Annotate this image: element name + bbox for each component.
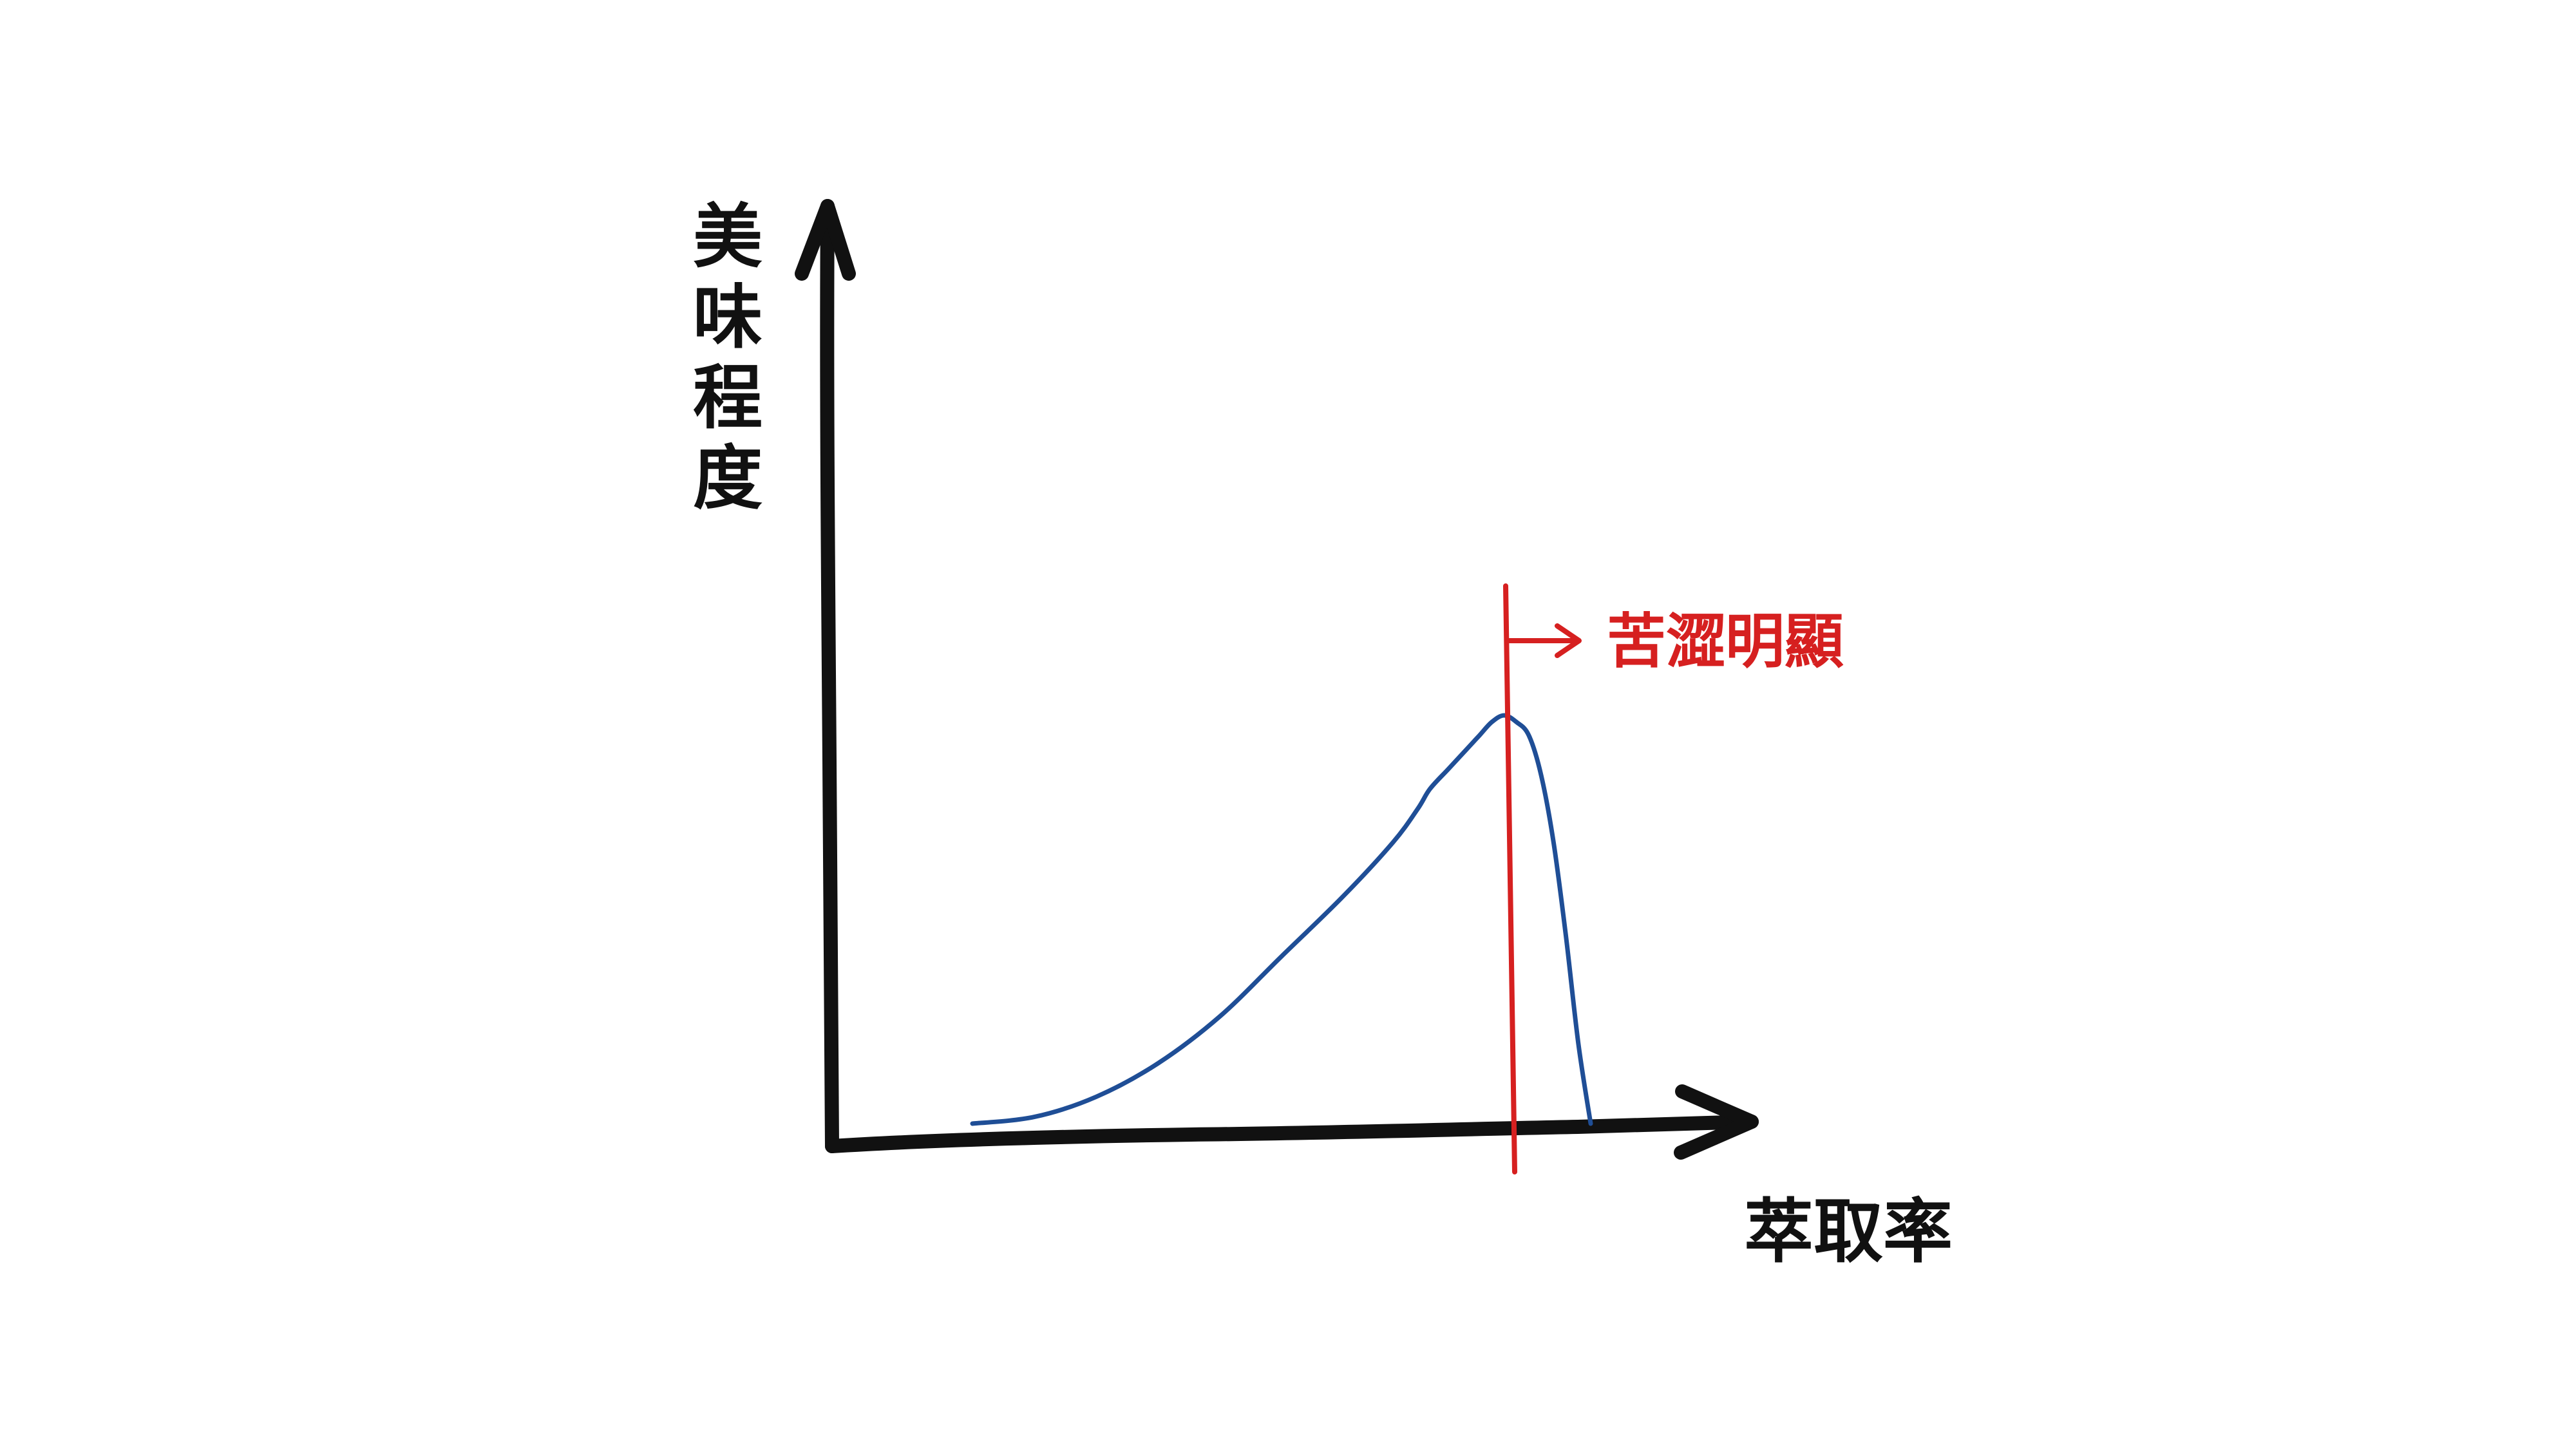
y-axis-label-char: 程 [693,358,762,438]
bitterness-annotation: 苦澀明顯 [1503,583,1844,1174]
annotation-label: 苦澀明顯 [1607,607,1844,676]
annotation-arrowhead [1555,623,1582,658]
y-axis-arrowhead [795,199,856,281]
y-axis-label-char: 味 [693,278,762,358]
y-axis-line [820,199,839,1153]
annotation-vertical-line [1503,583,1517,1174]
series-layer [970,713,1593,1126]
x-axis-line [825,1115,1759,1153]
y-axis-label-char: 美 [693,197,762,278]
y-axis-label-char: 度 [693,438,762,519]
x-axis-label: 萃取率 [1744,1192,1953,1272]
x-axis-arrowhead [1674,1084,1759,1160]
series-line-0 [970,713,1593,1126]
